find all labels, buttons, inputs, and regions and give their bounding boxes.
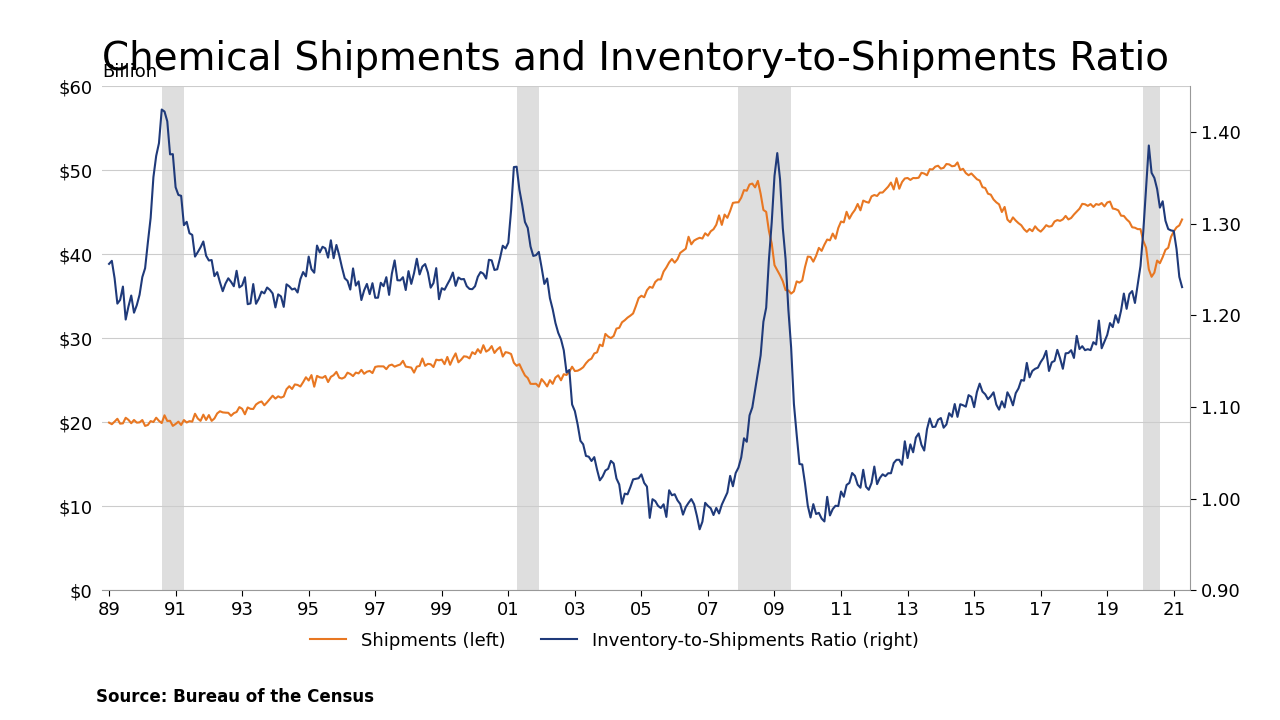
Text: Source: Bureau of the Census: Source: Bureau of the Census (96, 688, 374, 706)
Bar (161, 86, 184, 590)
Bar (739, 86, 791, 590)
Bar (1143, 86, 1160, 590)
Legend: Shipments (left), Inventory-to-Shipments Ratio (right): Shipments (left), Inventory-to-Shipments… (303, 624, 925, 657)
Text: Chemical Shipments and Inventory-to-Shipments Ratio: Chemical Shipments and Inventory-to-Ship… (102, 40, 1170, 78)
Text: Billion: Billion (102, 63, 157, 81)
Bar (517, 86, 539, 590)
